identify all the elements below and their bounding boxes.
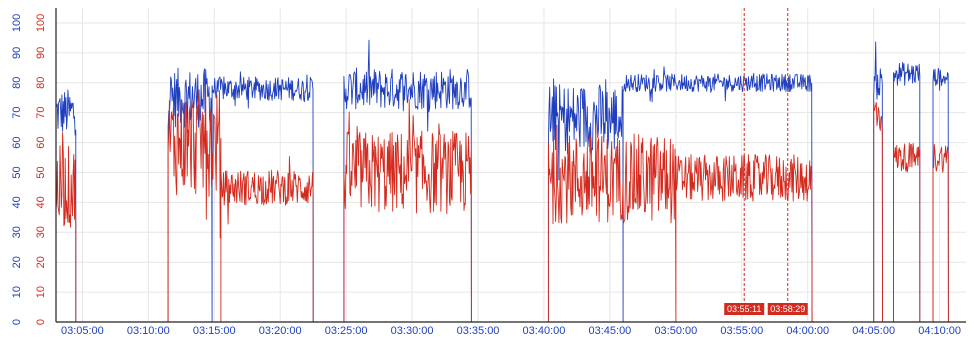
x-tick-label: 03:45:00	[588, 325, 631, 337]
y-tick-label-red: 90	[35, 47, 47, 59]
time-marker-badge	[767, 303, 808, 315]
x-tick-label: 03:15:00	[193, 325, 236, 337]
x-tick-label: 04:10:00	[918, 325, 961, 337]
series-line-blue	[55, 39, 949, 323]
y-tick-label-blue: 40	[11, 196, 23, 208]
y-tick-label-red: 80	[35, 77, 47, 89]
y-tick-label-red: 0	[35, 319, 47, 325]
time-marker-badge	[724, 303, 765, 315]
y-tick-label-blue: 70	[11, 107, 23, 119]
series-line-red	[55, 88, 949, 323]
y-tick-label-red: 50	[35, 166, 47, 178]
y-tick-label-blue: 30	[11, 226, 23, 238]
x-tick-label: 03:40:00	[523, 325, 566, 337]
x-tick-label: 04:00:00	[786, 325, 829, 337]
y-tick-label-blue: 60	[11, 136, 23, 148]
y-tick-label-blue: 50	[11, 166, 23, 178]
y-tick-label-blue: 100	[11, 14, 23, 32]
x-tick-label: 03:10:00	[127, 325, 170, 337]
x-tick-label: 04:05:00	[852, 325, 895, 337]
y-tick-label-red: 40	[35, 196, 47, 208]
time-marker-label: 03:55:11	[727, 304, 761, 314]
y-tick-label-blue: 80	[11, 77, 23, 89]
x-tick-label: 03:30:00	[391, 325, 434, 337]
x-tick-label: 03:35:00	[457, 325, 500, 337]
x-tick-label: 03:25:00	[325, 325, 368, 337]
y-tick-label-red: 30	[35, 226, 47, 238]
y-tick-label-blue: 90	[11, 47, 23, 59]
y-tick-label-red: 10	[35, 286, 47, 298]
y-tick-label-red: 60	[35, 136, 47, 148]
y-tick-label-red: 20	[35, 256, 47, 268]
time-markers: 03:55:11 03:58:29	[724, 8, 808, 315]
y-tick-label-red: 70	[35, 107, 47, 119]
x-tick-label: 03:50:00	[654, 325, 697, 337]
axes	[55, 8, 966, 323]
x-tick-label: 03:55:00	[720, 325, 763, 337]
y-tick-labels: 0 10 20 30 40 50 60 70 80 90 100 0 10 20 30 40 50 60 70 80 9…	[11, 14, 47, 325]
y-tick-label-blue: 10	[11, 286, 23, 298]
time-marker-label: 03:58:29	[770, 304, 805, 314]
y-tick-label-blue: 20	[11, 256, 23, 268]
grid	[56, 8, 966, 323]
x-tick-label: 03:05:00	[61, 325, 104, 337]
y-tick-label-blue: 0	[11, 319, 23, 325]
x-tick-labels: 03:05:00 03:10:00 03:15:00 03:20:00 03:25:00…	[61, 325, 961, 337]
x-tick-label: 03:20:00	[259, 325, 302, 337]
series-group	[55, 39, 949, 323]
y-tick-label-red: 100	[35, 14, 47, 32]
